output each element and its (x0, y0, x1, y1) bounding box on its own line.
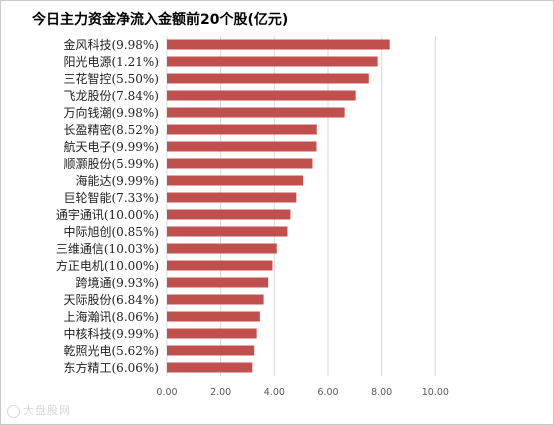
x-tick-labels: 0.00 2.00 4.00 6.00 8.00 10.00 (156, 387, 449, 398)
watermark-text: 大盘股网 (23, 404, 71, 417)
category-label: 阳光电源(1.21%) (64, 55, 160, 69)
category-label: 三花智控(5.50%) (64, 71, 160, 86)
chart-title: 今日主力资金净流入金额前20个股(亿元) (31, 11, 288, 28)
watermark: 大盘股网 (7, 402, 71, 418)
bar (167, 294, 264, 305)
bar (167, 107, 345, 118)
bar (167, 209, 291, 220)
bar (167, 345, 255, 356)
x-tick-label: 2.00 (210, 387, 231, 398)
x-tick-label: 8.00 (371, 387, 392, 398)
x-tick-label: 4.00 (264, 387, 285, 398)
category-label: 顺灏股份(5.99%) (64, 156, 160, 171)
category-label: 通宇通讯(10.00%) (56, 208, 159, 222)
category-label: 巨轮智能(7.33%) (64, 190, 160, 205)
bar (167, 243, 277, 254)
category-label: 海能达(9.99%) (76, 173, 160, 188)
bar (167, 175, 304, 186)
category-label: 方正电机(10.00%) (56, 258, 159, 273)
bar (167, 328, 257, 339)
category-label: 中际旭创(0.85%) (64, 224, 160, 239)
bar (167, 158, 313, 169)
watermark-logo-icon (7, 404, 20, 418)
bar (167, 192, 297, 203)
category-label: 东方精工(6.06%) (64, 360, 160, 375)
bar (167, 277, 269, 288)
category-label: 乾照光电(5.62%) (64, 344, 160, 358)
x-tick-label: 0.00 (156, 387, 177, 398)
category-labels: 金风科技(9.98%) 阳光电源(1.21%) 三花智控(5.50%) 飞龙股份(7.… (56, 37, 159, 375)
grid-lines (166, 36, 436, 376)
bar (167, 311, 260, 322)
bars (167, 39, 390, 373)
category-label: 万向钱潮(9.98%) (64, 105, 160, 120)
bar (167, 362, 253, 373)
category-label: 金风科技(9.98%) (64, 37, 160, 52)
x-tick-label: 10.00 (422, 387, 449, 398)
category-label: 中核科技(9.99%) (64, 326, 160, 341)
category-label: 天际股份(6.84%) (64, 293, 160, 307)
bar (167, 226, 288, 237)
bar (167, 39, 390, 50)
category-label: 上海瀚讯(8.06%) (64, 309, 160, 324)
category-label: 飞龙股份(7.84%) (64, 89, 160, 103)
category-label: 航天电子(9.99%) (64, 139, 160, 154)
category-label: 跨境通(9.93%) (76, 275, 160, 290)
bar (167, 56, 378, 67)
category-label: 长盈精密(8.52%) (64, 122, 160, 137)
bar (167, 141, 317, 152)
bar (167, 124, 317, 135)
x-tick-label: 6.00 (317, 387, 338, 398)
bar (167, 90, 356, 101)
bar (167, 73, 369, 84)
bar (167, 260, 273, 271)
category-label: 三维通信(10.03%) (56, 242, 159, 256)
